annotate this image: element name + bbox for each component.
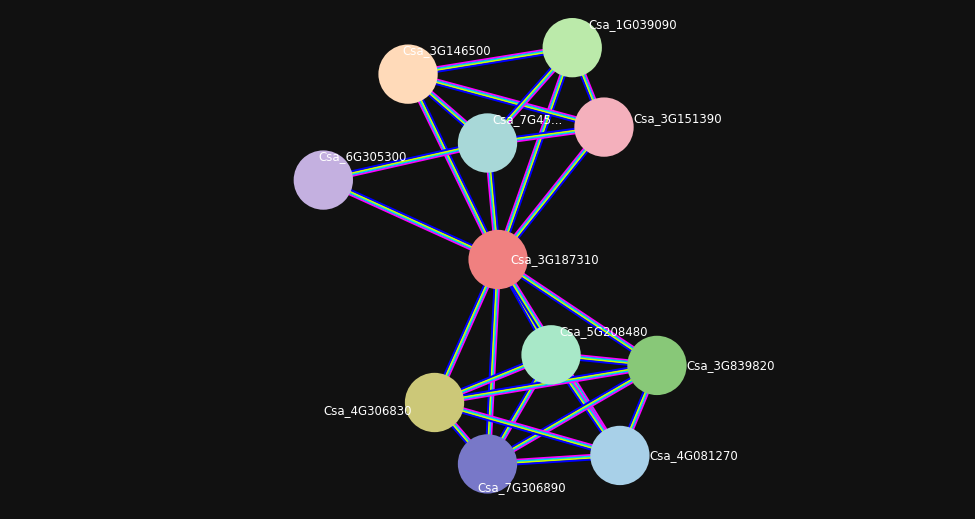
Circle shape [458, 113, 517, 173]
Circle shape [542, 18, 602, 77]
Text: Csa_3G146500: Csa_3G146500 [403, 44, 491, 57]
Circle shape [574, 98, 634, 157]
Circle shape [293, 151, 353, 210]
Text: Csa_3G187310: Csa_3G187310 [511, 253, 600, 266]
Circle shape [522, 325, 581, 385]
Text: Csa_1G039090: Csa_1G039090 [588, 18, 677, 31]
Text: Csa_4G306830: Csa_4G306830 [324, 404, 411, 417]
Circle shape [590, 426, 649, 485]
Text: Csa_4G081270: Csa_4G081270 [649, 449, 738, 462]
Circle shape [405, 373, 464, 432]
Text: Csa_7G306890: Csa_7G306890 [477, 481, 566, 494]
Text: Csa_6G305300: Csa_6G305300 [318, 151, 407, 163]
Text: Csa_5G208480: Csa_5G208480 [560, 325, 648, 338]
Circle shape [627, 336, 686, 395]
Circle shape [378, 45, 438, 104]
Circle shape [458, 434, 517, 494]
Text: Csa_3G151390: Csa_3G151390 [634, 112, 722, 125]
Circle shape [468, 230, 527, 289]
Text: Csa_3G839820: Csa_3G839820 [686, 359, 775, 372]
Text: Csa_7G45...: Csa_7G45... [492, 113, 563, 126]
